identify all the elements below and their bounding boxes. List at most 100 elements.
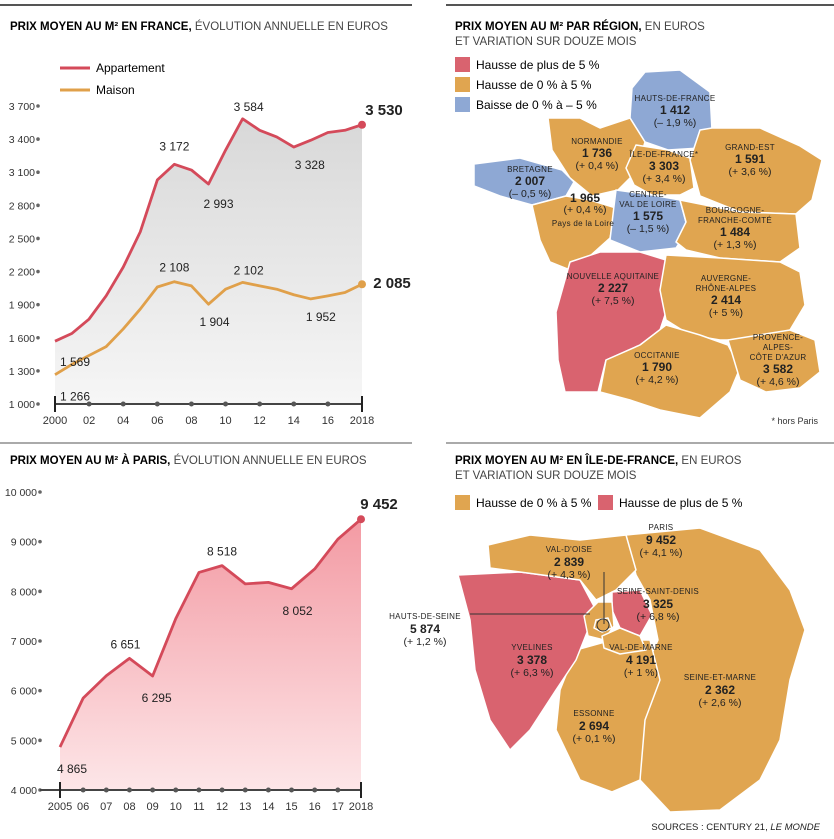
sources-publisher: LE MONDE <box>770 822 820 833</box>
data-label-maison: 1 904 <box>199 315 229 329</box>
y-tick-label: 7 000 <box>11 636 37 648</box>
legend-maison-label: Maison <box>96 83 135 97</box>
data-label-appartement: 3 584 <box>234 100 264 114</box>
region-change: (+ 0,4 %) <box>576 160 619 172</box>
region-price: 1 412 <box>660 103 690 117</box>
idf-legend-label-hausse-plus-5: Hausse de plus de 5 % <box>619 496 743 510</box>
region-name: VAL DE LOIRE <box>619 200 676 209</box>
y-tick-dot <box>36 203 40 208</box>
data-label-maison: 1 952 <box>306 310 336 324</box>
legend-swatch-baisse-0-5 <box>455 97 470 112</box>
region-change: (+ 4,6 %) <box>757 376 800 388</box>
y-tick-label: 8 000 <box>11 586 37 598</box>
paris-plot-area: 4 000 5 000 6 000 7 000 8 000 9 000 10 000 2005… <box>5 487 398 813</box>
legend-label-hausse-plus-5: Hausse de plus de 5 % <box>476 58 600 72</box>
x-tick-label: 10 <box>219 415 231 427</box>
dept-change: (+ 0,1 %) <box>573 733 616 745</box>
legend-appartement-label: Appartement <box>96 61 165 75</box>
dept-name: HAUTS-DE-SEINE <box>389 612 461 621</box>
france-map-legend: Hausse de plus de 5 % Hausse de 0 % à 5 … <box>455 57 600 112</box>
series-endpoint-appartement <box>358 120 366 129</box>
region-price: 2 007 <box>515 174 545 188</box>
y-tick-dot <box>36 269 40 274</box>
y-tick-dot <box>36 104 40 108</box>
x-tick-label: 08 <box>123 801 135 813</box>
x-tick-dot <box>188 401 194 407</box>
region-name: AUVERGNE- <box>701 274 751 283</box>
x-tick-dot <box>289 787 295 793</box>
y-tick-dot <box>36 170 40 175</box>
legend-label-baisse-0-5: Baisse de 0 % à – 5 % <box>476 98 597 112</box>
data-label-paris: 8 518 <box>207 545 237 559</box>
y-tick-label: 2 500 <box>9 233 35 245</box>
idf-map-title: PRIX MOYEN AU M² EN ÎLE-DE-FRANCE, EN EU… <box>455 454 742 467</box>
dept-price: 5 874 <box>410 622 440 636</box>
y-tick-label: 2 800 <box>9 200 35 212</box>
region-name: ÎLE-DE-FRANCE* <box>629 150 699 159</box>
region-ile-de-france <box>625 144 695 196</box>
region-price: 1 736 <box>582 146 612 160</box>
legend-label-hausse-0-5: Hausse de 0 % à 5 % <box>476 78 592 92</box>
x-tick-dot <box>242 787 248 793</box>
y-tick-dot <box>36 402 40 406</box>
y-tick-label: 9 000 <box>11 537 37 549</box>
france-price-chart: PRIX MOYEN AU M² EN FRANCE, ÉVOLUTION AN… <box>9 20 411 427</box>
x-tick-label: 07 <box>100 801 112 813</box>
x-tick-dot <box>223 401 229 407</box>
dept-price: 2 839 <box>554 555 584 569</box>
region-name: NOUVELLE AQUITAINE <box>567 272 659 281</box>
data-label-maison: 2 085 <box>373 275 411 292</box>
x-tick-label: 16 <box>309 801 321 813</box>
x-tick-label: 16 <box>322 415 334 427</box>
france-chart-legend: Appartement Maison <box>60 61 165 97</box>
x-tick-label: 17 <box>332 801 344 813</box>
x-tick-dot <box>335 787 341 793</box>
france-chart-title-rest: ÉVOLUTION ANNUELLE EN EUROS <box>192 20 389 33</box>
y-tick-dot <box>38 589 42 594</box>
region-price: 1 790 <box>642 360 672 374</box>
x-tick-dot <box>173 787 179 793</box>
region-name: CÔTE D'AZUR <box>750 353 807 362</box>
dept-name: ESSONNE <box>573 709 614 718</box>
france-region-shapes <box>473 69 823 419</box>
x-tick-dot <box>120 401 126 407</box>
y-tick-label: 5 000 <box>11 735 37 747</box>
region-change: (– 1,5 %) <box>627 223 670 235</box>
region-change: (+ 7,5 %) <box>592 295 635 307</box>
data-label-paris: 6 651 <box>110 637 140 651</box>
x-tick-label: 09 <box>146 801 158 813</box>
x-tick-label: 12 <box>254 415 266 427</box>
data-label-appartement: 3 328 <box>295 158 325 172</box>
x-tick-label: 06 <box>77 801 89 813</box>
y-tick-dot <box>36 302 40 307</box>
idf-legend-swatch-hausse-plus-5 <box>598 495 613 510</box>
dept-price: 4 191 <box>626 653 656 667</box>
x-tick-label: 2018 <box>350 415 374 427</box>
y-tick-dot <box>38 490 42 494</box>
region-price: 3 303 <box>649 159 679 173</box>
data-label-appartement: 2 993 <box>203 197 233 211</box>
dept-name: VAL-DE-MARNE <box>609 643 672 652</box>
region-label-group: ÎLE-DE-FRANCE*3 303(+ 3,4 %) <box>629 150 699 185</box>
dept-name: VAL-D'OISE <box>546 545 593 554</box>
y-tick-dot <box>36 369 40 373</box>
dept-change: (+ 1,2 %) <box>404 636 447 648</box>
data-label-maison: 2 108 <box>159 261 189 275</box>
region-name: BOURGOGNE- <box>706 206 765 215</box>
x-tick-dot <box>325 401 331 407</box>
paris-chart-title: PRIX MOYEN AU M² À PARIS, ÉVOLUTION ANNU… <box>10 454 367 467</box>
region-change: (+ 4,2 %) <box>636 374 679 386</box>
paris-series-line <box>58 518 362 748</box>
region-change: (– 0,5 %) <box>509 188 552 200</box>
sources-footer: SOURCES : CENTURY 21, LE MONDE <box>651 822 820 833</box>
region-name: FRANCHE-COMTÉ <box>698 216 772 225</box>
data-label-paris: 9 452 <box>360 496 398 513</box>
y-tick-label: 1 600 <box>9 333 35 345</box>
